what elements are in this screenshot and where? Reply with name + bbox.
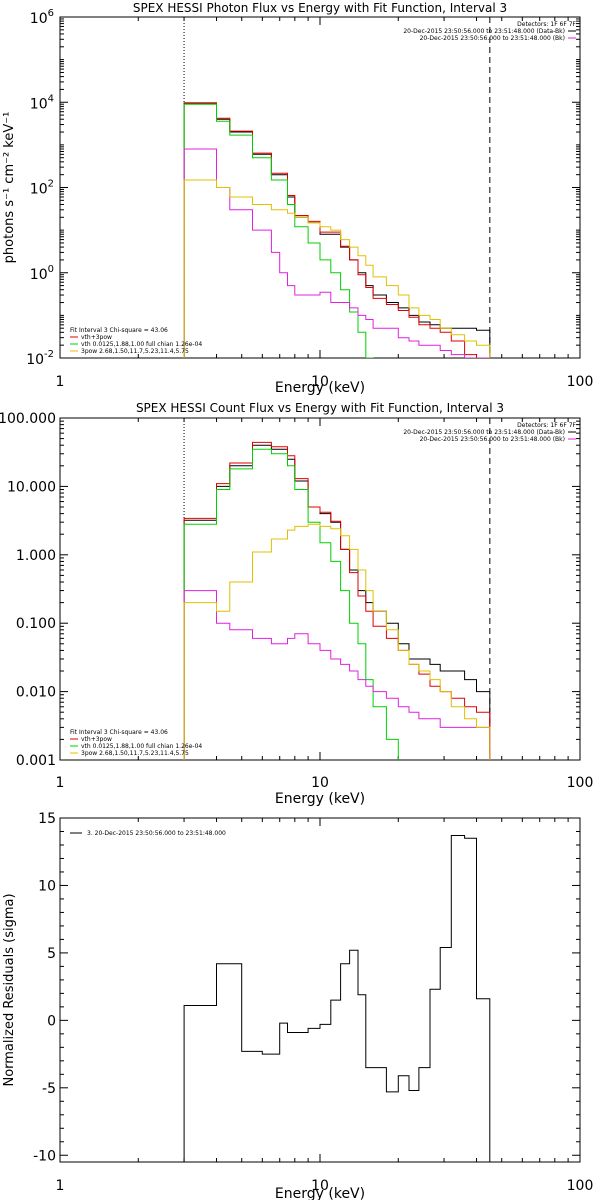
x-tick-label: 100 <box>567 374 594 390</box>
plot-frame <box>59 16 581 359</box>
chart-panel-2: 1 10 100 0.001 0.010 0.100 1.000 10.000 100.000 S… <box>0 401 593 807</box>
y-tick-label: 0.100 <box>16 616 56 632</box>
y-tick-label: 0.010 <box>16 685 56 701</box>
x-axis-label: Energy (keV) <box>275 1186 365 1200</box>
y-tick-label: 10.000 <box>7 479 56 495</box>
legend-entry: 3pow 2.68,1.50,11.7,5.23,11.4,5.75 <box>81 750 189 757</box>
legend: 3. 20-Dec-2015 23:50:56.000 to 23:51:48.… <box>70 830 226 837</box>
x-tick-label: 10 <box>311 374 329 390</box>
series-group <box>183 441 491 760</box>
x-tick-label: 10 <box>311 1178 329 1194</box>
chart-panel-1: 1 10 100 10-2 100 102 104 106 SPEX HESSI Photon … <box>2 1 594 396</box>
y-tick-label: 1.000 <box>16 548 56 564</box>
y-axis-label: Normalized Residuals (sigma) <box>2 893 17 1086</box>
y-tick-label: 0.001 <box>16 753 56 769</box>
y-tick-label: 0 <box>47 1013 56 1029</box>
chart-title: SPEX HESSI Count Flux vs Energy with Fit… <box>136 401 504 415</box>
series-line-3 <box>183 103 374 358</box>
legend-entry: 20-Dec-2015 23:50:56.000 to 23:51:48.000… <box>403 28 565 35</box>
y-tick-label: 102 <box>30 179 54 198</box>
y-tick-label: -10 <box>33 1148 56 1164</box>
y-axis-label: photons s⁻¹ cm⁻² keV⁻¹ <box>2 112 17 264</box>
y-tick-label: 15 <box>38 811 56 827</box>
chart-title: SPEX HESSI Photon Flux vs Energy with Fi… <box>133 1 507 15</box>
legend-entry: 20-Dec-2015 23:50:56.000 to 23:51:48.000… <box>420 35 565 42</box>
series-group <box>183 835 491 1162</box>
series-line-4 <box>183 148 491 358</box>
x-tick-label: 1 <box>56 1178 65 1194</box>
legend-entry: vth 0.0125,1.88,1.00 full chian 1.26e-04 <box>81 341 202 348</box>
y-tick-label: -5 <box>42 1081 56 1097</box>
series-group <box>183 102 491 358</box>
legend-header: Detectors: 1F 6F 7F <box>517 422 576 429</box>
plot-frame <box>59 817 581 1163</box>
series-line-4 <box>183 590 491 760</box>
series-line-1 <box>183 835 491 1162</box>
y-tick-label: 104 <box>30 93 54 112</box>
legend-entry: 20-Dec-2015 23:50:56.000 to 23:51:48.000… <box>403 429 565 436</box>
legend-legend_bottom: Fit Interval 3 Chi-square = 43.06vth+3po… <box>70 327 202 355</box>
series-line-5 <box>183 523 491 760</box>
y-tick-label: 10 <box>38 878 56 894</box>
series-line-3 <box>183 448 399 760</box>
legend-header: Fit Interval 3 Chi-square = 43.06 <box>70 729 168 736</box>
legend-legend_bottom: Fit Interval 3 Chi-square = 43.06vth+3po… <box>70 729 202 757</box>
legend-entry: vth+3pow <box>81 334 112 341</box>
x-axis-label: Energy (keV) <box>275 380 365 396</box>
x-tick-label: 100 <box>567 775 594 791</box>
legend-header: Detectors: 1F 6F 7F <box>517 21 576 28</box>
x-tick-label: 10 <box>311 775 329 791</box>
series-line-1 <box>183 102 491 358</box>
legend-entry: vth 0.0125,1.88,1.00 full chian 1.26e-04 <box>81 743 202 750</box>
series-line-2 <box>183 102 477 358</box>
series-line-5 <box>183 179 491 358</box>
y-tick-label: 100 <box>30 264 54 283</box>
legend-entry: 20-Dec-2015 23:50:56.000 to 23:51:48.000… <box>420 436 565 443</box>
x-tick-label: 1 <box>56 374 65 390</box>
legend-entry: vth+3pow <box>81 736 112 743</box>
legend-entry: 3. 20-Dec-2015 23:50:56.000 to 23:51:48.… <box>87 830 226 837</box>
y-tick-label: 5 <box>47 946 56 962</box>
y-tick-label: 10-2 <box>26 349 54 368</box>
x-tick-label: 1 <box>56 775 65 791</box>
x-axis-label: Energy (keV) <box>275 791 365 807</box>
chart-panel-3: 1 10 100 -10 -5 0 5 10 15 Energy (keV) Normalized … <box>2 811 593 1200</box>
legend-header: Fit Interval 3 Chi-square = 43.06 <box>70 327 168 334</box>
y-tick-label: 100.000 <box>0 411 56 427</box>
plot-frame <box>59 417 581 761</box>
x-tick-label: 100 <box>567 1178 594 1194</box>
y-tick-label: 106 <box>30 8 54 27</box>
legend-entry: 3pow 2.68,1.50,11.7,5.23,11.4,5.75 <box>81 348 189 355</box>
